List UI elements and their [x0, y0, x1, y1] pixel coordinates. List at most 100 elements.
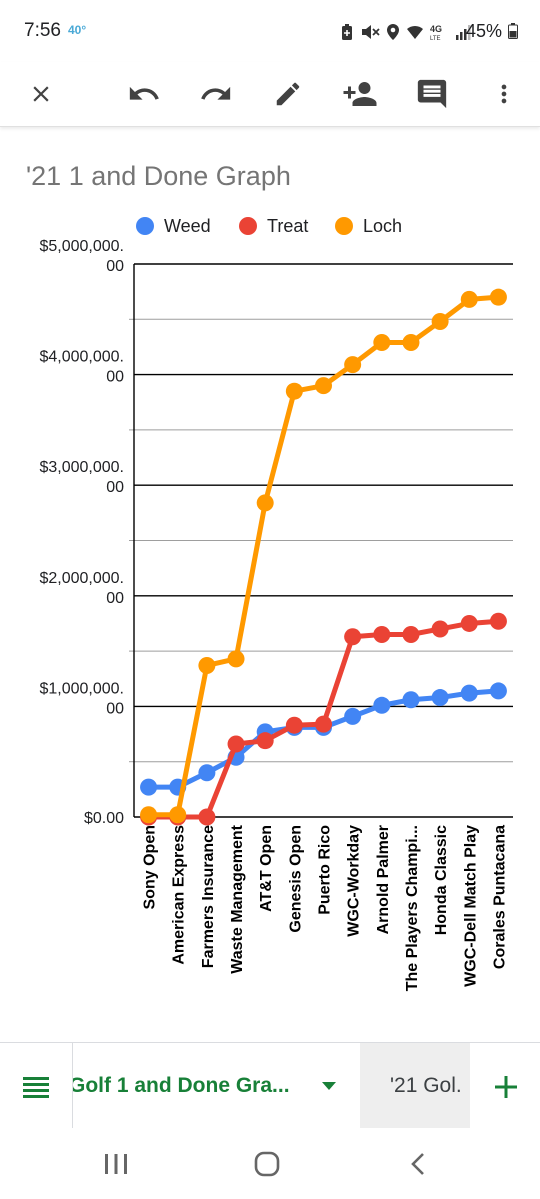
y-axis-tick-label: $0.00 [84, 810, 124, 827]
undo-icon [129, 86, 159, 100]
data-point [489, 682, 507, 700]
x-axis-tick-label: Puerto Rico [317, 825, 334, 915]
x-axis-tick-label: Genesis Open [287, 825, 304, 933]
data-point [256, 732, 274, 750]
legend-item: Treat [239, 215, 308, 237]
data-point [344, 356, 362, 374]
back-button[interactable] [398, 1146, 438, 1182]
battery-saver-icon [342, 24, 352, 40]
legend-dot [136, 217, 154, 235]
data-point [431, 620, 449, 638]
y-axis-tick-label: $4,000,000. 00 [39, 349, 124, 386]
data-point [431, 313, 449, 331]
undo-button[interactable] [120, 70, 168, 118]
recent-apps-button[interactable] [96, 1146, 136, 1182]
battery-icon [508, 23, 518, 39]
data-point [198, 764, 216, 782]
status-time: 7:56 [24, 20, 61, 41]
data-point [256, 494, 274, 512]
edit-button[interactable] [264, 70, 312, 118]
data-point [373, 626, 391, 644]
line-chart: $0.00 $1,000,000. 00 $2,000,000. 00 $3,000,00… [39, 238, 513, 991]
x-axis-tick-label: WGC-Workday [346, 825, 363, 937]
legend-label: Treat [267, 215, 309, 236]
svg-text:LTE: LTE [430, 36, 441, 41]
plus-icon [495, 1076, 517, 1098]
y-axis-tick-label: $3,000,000. 00 [39, 459, 124, 496]
status-bar: 7:56 40° 4G LTE 45% [0, 0, 540, 62]
sheet-tab-bar: Golf 1 and Done Gra... '21 Gol. [0, 1042, 540, 1129]
back-icon [411, 1153, 424, 1175]
more-vert-icon [501, 84, 507, 104]
data-point [140, 806, 158, 824]
sheet-tab[interactable]: '21 Gol. [360, 1043, 470, 1129]
status-temperature: 40° [68, 23, 87, 37]
redo-icon [201, 86, 231, 100]
chart-title: '21 1 and Done Graph [26, 161, 291, 191]
redo-button[interactable] [192, 70, 240, 118]
data-point [489, 288, 507, 306]
data-point [460, 614, 478, 632]
data-point [285, 716, 303, 734]
y-axis-tick-label: $1,000,000. 00 [39, 680, 124, 717]
comment-icon [417, 79, 447, 109]
list-menu-icon [23, 1077, 49, 1098]
sheet-tab-label: Golf 1 and Done Gra... [72, 1074, 290, 1097]
location-icon [387, 24, 399, 40]
data-point [373, 334, 391, 352]
caret-down-icon[interactable] [321, 1081, 337, 1091]
data-point [169, 806, 187, 824]
data-point [285, 382, 303, 400]
close-icon [33, 86, 49, 102]
data-point [344, 628, 362, 646]
x-axis-tick-label: Honda Classic [433, 825, 450, 935]
data-point [402, 334, 420, 352]
data-point [373, 696, 391, 714]
home-button[interactable] [247, 1146, 287, 1182]
data-point [460, 290, 478, 308]
battery-percent: 45% [466, 21, 503, 41]
more-options-button[interactable] [480, 70, 528, 118]
data-point [402, 691, 420, 709]
data-point [227, 735, 245, 753]
share-button[interactable] [336, 70, 384, 118]
data-point [402, 626, 420, 644]
x-axis-tick-label: Farmers Insurance [200, 825, 217, 968]
chart-area[interactable]: $0.00 $1,000,000. 00 $2,000,000. 00 $3,000,00… [0, 127, 540, 1042]
data-point [198, 808, 216, 826]
edit-icon [276, 82, 300, 106]
status-icons: 4G LTE [340, 20, 472, 44]
data-point [315, 715, 332, 733]
sheet-tab-label: '21 Gol. [390, 1074, 462, 1097]
close-button[interactable] [17, 70, 65, 118]
system-nav-bar [0, 1128, 540, 1199]
x-axis-tick-label: AT&T Open [258, 825, 275, 912]
data-point [140, 778, 158, 796]
legend-item: Loch [335, 215, 402, 237]
x-axis-tick-label: The Players Champi... [404, 825, 421, 991]
legend-label: Loch [363, 215, 403, 236]
data-point [431, 689, 449, 707]
mute-icon [362, 25, 380, 39]
x-axis-tick-label: American Express [171, 825, 188, 965]
add-sheet-button[interactable] [484, 1065, 528, 1109]
y-axis-tick-label: $5,000,000. 00 [39, 238, 124, 275]
x-axis-tick-label: WGC-Dell Match Play [462, 825, 479, 987]
sheet-tab-active[interactable]: Golf 1 and Done Gra... [72, 1043, 361, 1129]
x-axis-tick-label: Sony Open [142, 825, 159, 909]
legend-item: Weed [136, 215, 211, 237]
4g-lte-icon: 4G LTE [430, 24, 442, 41]
all-sheets-button[interactable] [14, 1065, 58, 1109]
wifi-icon [407, 25, 423, 39]
comment-button[interactable] [408, 70, 456, 118]
data-point [198, 656, 216, 674]
data-point [315, 377, 332, 395]
data-point [489, 612, 507, 630]
legend-label: Weed [164, 215, 211, 236]
svg-text:4G: 4G [430, 24, 442, 34]
toolbar [0, 62, 540, 127]
signal-icon [456, 25, 471, 40]
home-icon [254, 1151, 280, 1177]
x-axis-tick-label: Arnold Palmer [375, 825, 392, 934]
recent-apps-icon [105, 1154, 127, 1174]
